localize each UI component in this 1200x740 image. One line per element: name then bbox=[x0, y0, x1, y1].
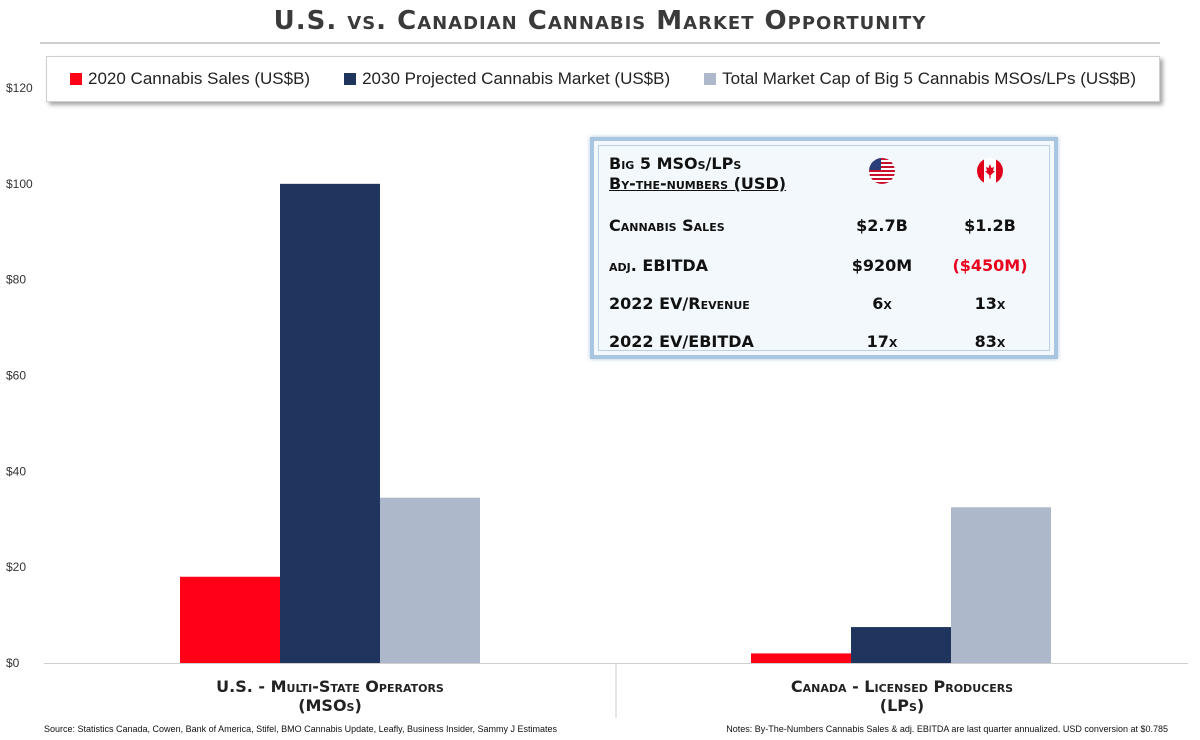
stats-subheading: By-the-numbers (USD) bbox=[609, 174, 787, 193]
bar bbox=[951, 507, 1051, 663]
stats-row-label: 2022 EV/Revenue bbox=[609, 294, 750, 313]
bar bbox=[380, 497, 480, 663]
stats-row-cannabis-sales: Cannabis Sales $2.7B $1.2B bbox=[599, 216, 1049, 236]
bar bbox=[180, 576, 280, 663]
stats-value-us: $920M bbox=[851, 256, 913, 275]
y-tick-label: $40 bbox=[6, 464, 26, 478]
stats-value-canada: ($450M) bbox=[952, 256, 1028, 275]
y-axis: $0 $20 $40 $60 $80 $100 $120 bbox=[6, 81, 33, 670]
stats-value-canada: 13x bbox=[974, 294, 1006, 313]
x-category-line: U.S. - Multi-State Operators bbox=[216, 677, 444, 696]
legend-item-market-cap: Total Market Cap of Big 5 Cannabis MSOs/… bbox=[704, 69, 1136, 89]
canada-flag-icon bbox=[977, 158, 1003, 184]
y-tick-label: $20 bbox=[6, 560, 26, 574]
legend-label: Total Market Cap of Big 5 Cannabis MSOs/… bbox=[722, 69, 1136, 88]
y-tick-label: $60 bbox=[6, 369, 26, 383]
x-category-line: Canada - Licensed Producers bbox=[790, 677, 1014, 696]
bar bbox=[751, 653, 851, 663]
legend-label: 2030 Projected Cannabis Market (US$B) bbox=[362, 69, 671, 88]
stats-value-canada: $1.2B bbox=[964, 216, 1016, 235]
legend-label: 2020 Cannabis Sales (US$B) bbox=[88, 69, 311, 88]
stats-value-us: $2.7B bbox=[856, 216, 908, 235]
stats-row-ev-ebitda: 2022 EV/EBITDA 17x 83x bbox=[599, 332, 1049, 352]
x-category-label-canada: Canada - Licensed Producers (LPs) bbox=[702, 677, 1102, 715]
stats-row-label: Cannabis Sales bbox=[609, 216, 725, 235]
stats-value-canada: 83x bbox=[974, 332, 1006, 351]
y-tick-label: $0 bbox=[6, 656, 20, 670]
notes-footnote: Notes: By-The-Numbers Cannabis Sales & a… bbox=[726, 724, 1168, 734]
y-tick-label: $120 bbox=[6, 81, 33, 95]
bars bbox=[180, 183, 1051, 664]
legend-swatch bbox=[704, 73, 717, 85]
legend-swatch bbox=[344, 73, 357, 85]
stats-value-us: 6x bbox=[872, 294, 892, 313]
y-tick-label: $80 bbox=[6, 273, 26, 287]
stats-row-label: 2022 EV/EBITDA bbox=[609, 332, 754, 351]
title-divider bbox=[40, 42, 1160, 44]
legend-item-2030-projected: 2030 Projected Cannabis Market (US$B) bbox=[344, 69, 670, 89]
x-category-line: (LPs) bbox=[879, 696, 925, 715]
stats-value-us: 17x bbox=[866, 332, 898, 351]
source-footnote: Source: Statistics Canada, Cowen, Bank o… bbox=[44, 724, 558, 734]
x-category-line: (MSOs) bbox=[298, 696, 362, 715]
stats-row-adj-ebitda: adj. EBITDA $920M ($450M) bbox=[599, 256, 1049, 276]
stats-box: Big 5 MSOs/LPs By-the-numbers (USD) bbox=[590, 137, 1058, 359]
stats-heading: Big 5 MSOs/LPs bbox=[609, 154, 742, 173]
y-tick-label: $100 bbox=[6, 177, 33, 191]
legend-swatch bbox=[70, 73, 83, 85]
bar bbox=[851, 627, 951, 663]
bar bbox=[280, 183, 380, 664]
legend-item-2020-sales: 2020 Cannabis Sales (US$B) bbox=[70, 69, 310, 89]
stats-row-label: adj. EBITDA bbox=[609, 256, 709, 275]
x-category-label-us: U.S. - Multi-State Operators (MSOs) bbox=[130, 677, 530, 715]
legend: 2020 Cannabis Sales (US$B) 2030 Projecte… bbox=[46, 56, 1160, 102]
stats-box-inner: Big 5 MSOs/LPs By-the-numbers (USD) bbox=[598, 145, 1050, 351]
us-flag-icon bbox=[869, 158, 895, 184]
chart-title: U.S. vs. Canadian Cannabis Market Opport… bbox=[273, 6, 927, 36]
stats-row-ev-revenue: 2022 EV/Revenue 6x 13x bbox=[599, 294, 1049, 314]
